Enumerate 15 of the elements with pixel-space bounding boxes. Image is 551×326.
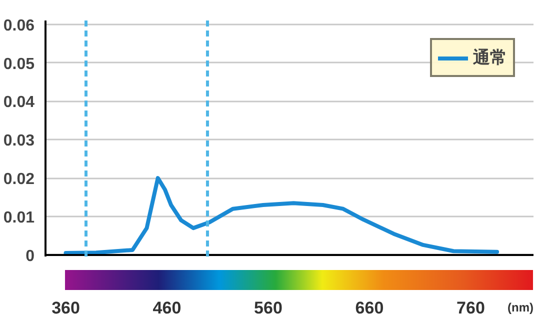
y-tick-label: 0.04 bbox=[3, 94, 35, 112]
legend-label: 通常 bbox=[473, 47, 507, 69]
y-tick-label: 0.05 bbox=[3, 56, 35, 73]
x-tick-label: 360 bbox=[52, 298, 80, 318]
y-tick-label: 0.06 bbox=[3, 17, 35, 34]
x-tick-label: 660 bbox=[355, 298, 384, 318]
x-tick-label: 760 bbox=[456, 298, 485, 318]
y-tick-label: 0.03 bbox=[3, 132, 35, 150]
y-tick-label: 0 bbox=[26, 248, 35, 265]
y-tick-label: 0.02 bbox=[3, 171, 35, 188]
line-series bbox=[64, 176, 500, 256]
x-axis-title: (nm) bbox=[508, 300, 534, 314]
y-tick-label: 0.01 bbox=[3, 210, 35, 227]
x-tick-label: 560 bbox=[254, 298, 282, 318]
x-tick-label: 460 bbox=[152, 298, 182, 318]
